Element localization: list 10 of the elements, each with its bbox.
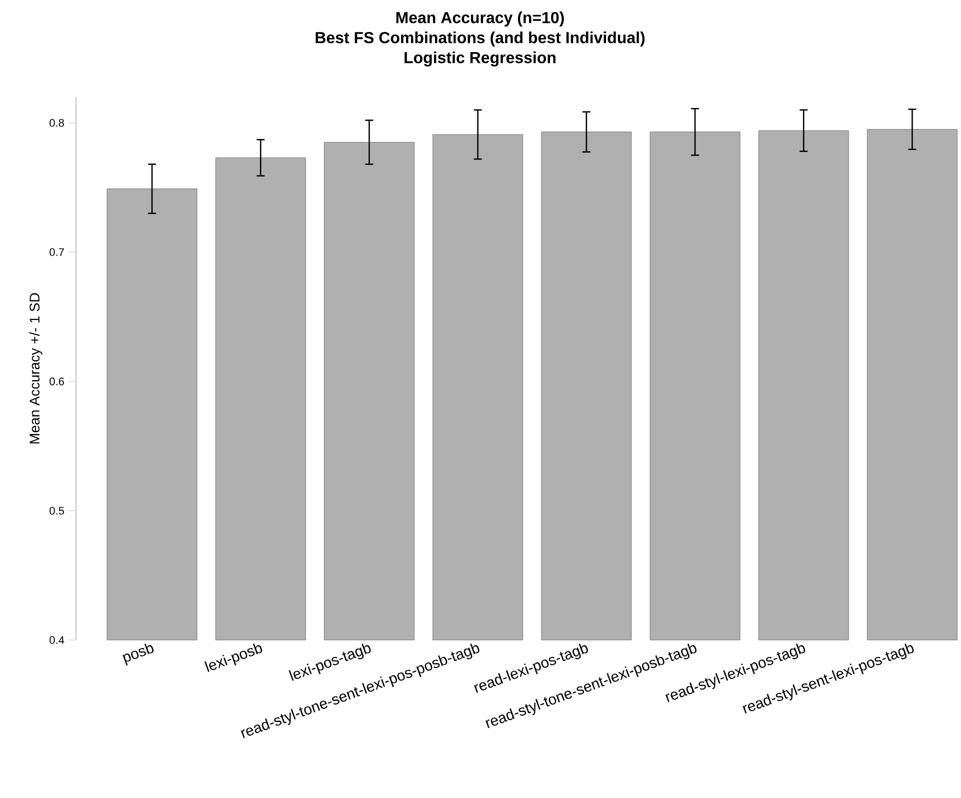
y-tick-label: 0.7 (50, 248, 64, 256)
chart-title: Mean Accuracy (n=10) (396, 12, 564, 26)
y-tick-label: 0.6 (50, 378, 64, 386)
chart-subtitle: Best FS Combinations (and best Individual) (316, 32, 645, 46)
y-tick-label: 0.5 (50, 506, 64, 515)
x-tick-label: posb (122, 644, 154, 666)
y-axis-title: Mean Accuracy +/- 1 SD (29, 293, 42, 444)
y-tick-label: 0.4 (50, 636, 64, 644)
y-tick-label: 0.8 (50, 118, 64, 127)
text: Logistic Regression (404, 52, 556, 66)
